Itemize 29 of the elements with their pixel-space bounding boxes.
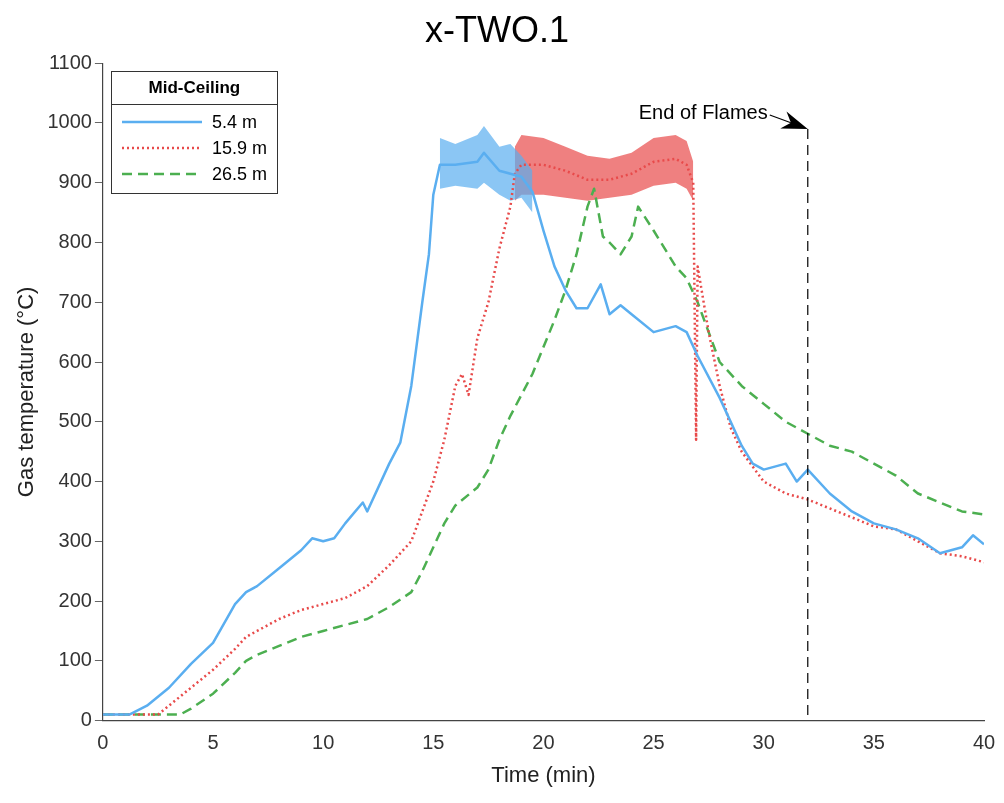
chart-title: x-TWO.1	[425, 8, 569, 50]
y-tick-label: 0	[80, 708, 92, 731]
x-axis-title: Time (min)	[491, 761, 596, 787]
legend-label: 5.4 m	[211, 111, 257, 133]
y-tick-label: 200	[58, 588, 92, 611]
y-tick-label: 100	[58, 648, 92, 671]
annotation: End of Flames	[638, 101, 768, 125]
x-tick-label: 10	[312, 731, 335, 754]
y-tick-label: 300	[58, 528, 92, 551]
legend-label: 26.5 m	[211, 163, 267, 185]
y-tick-label: 700	[58, 289, 92, 312]
y-tick-label: 1000	[47, 110, 92, 133]
x-tick-label: 30	[752, 731, 775, 754]
x-tick-label: 25	[642, 731, 665, 754]
legend-label: 15.9 m	[211, 137, 267, 159]
y-tick-label: 900	[58, 170, 92, 193]
x-tick-label: 35	[862, 731, 885, 754]
y-tick-label: 600	[58, 349, 92, 372]
legend-title: Mid-Ceiling	[111, 72, 277, 106]
x-tick-label: 5	[207, 731, 219, 754]
y-tick-label: 1100	[48, 50, 92, 73]
y-tick-label: 400	[58, 469, 92, 492]
x-tick-label: 0	[97, 731, 109, 754]
y-tick-label: 500	[58, 409, 92, 432]
x-tick-label: 15	[422, 731, 445, 754]
y-tick-label: 800	[58, 230, 92, 253]
x-tick-label: 20	[532, 731, 555, 754]
y-axis-title: Gas temperature (°C)	[13, 286, 39, 498]
x-tick-label: 40	[972, 731, 996, 754]
